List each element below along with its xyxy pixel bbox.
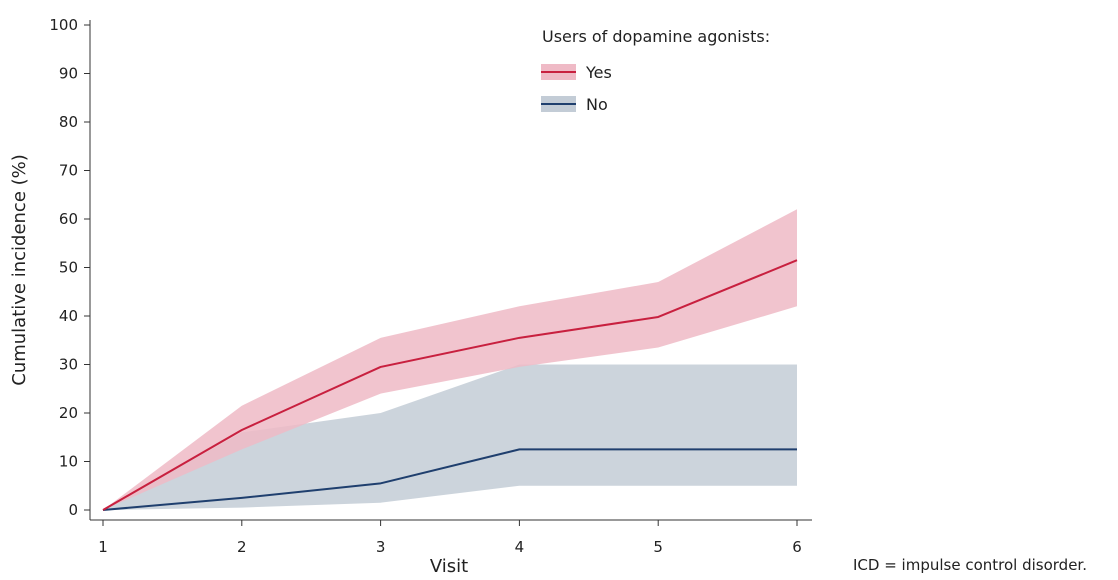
confidence-band-yes	[103, 209, 797, 511]
x-axis-title: Visit	[430, 556, 468, 577]
legend-label-no: No	[586, 95, 608, 114]
legend-label-yes: Yes	[585, 63, 612, 82]
y-tick-label: 60	[59, 210, 78, 228]
x-tick-label: 4	[515, 538, 525, 556]
y-ticks: 0 10 20 30 40 50 60 70 80 90 100	[49, 16, 90, 519]
y-tick-label: 0	[68, 501, 78, 519]
series-line-no	[102, 448, 797, 511]
y-tick-label: 10	[59, 453, 78, 471]
legend: Users of dopamine agonists: Yes No	[541, 27, 770, 114]
y-tick-label: 20	[59, 404, 78, 422]
series-line-yes	[102, 259, 798, 511]
y-tick-label: 30	[59, 356, 78, 374]
y-tick-label: 40	[59, 307, 78, 325]
legend-title: Users of dopamine agonists:	[542, 27, 770, 46]
y-tick-label: 80	[59, 113, 78, 131]
y-axis-title: Cumulative incidence (%)	[9, 154, 30, 386]
series-lines	[102, 259, 798, 511]
x-tick-label: 2	[237, 538, 247, 556]
y-tick-label: 70	[59, 162, 78, 180]
axes	[89, 20, 812, 521]
footnote: ICD = impulse control disorder.	[853, 556, 1087, 574]
x-tick-label: 1	[98, 538, 108, 556]
x-ticks: 1 2 3 4 5 6	[98, 520, 802, 556]
x-tick-label: 3	[376, 538, 386, 556]
confidence-bands	[103, 209, 797, 511]
confidence-band-no	[103, 364, 797, 510]
y-tick-label: 100	[49, 16, 78, 34]
y-tick-label: 90	[59, 65, 78, 83]
x-tick-label: 5	[653, 538, 663, 556]
y-tick-label: 50	[59, 259, 78, 277]
x-tick-label: 6	[792, 538, 802, 556]
